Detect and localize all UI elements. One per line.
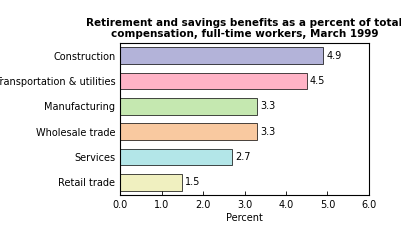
Text: 3.3: 3.3 — [260, 127, 275, 137]
Bar — [120, 124, 257, 140]
Text: 4.9: 4.9 — [326, 50, 342, 60]
Text: 1.5: 1.5 — [185, 178, 201, 188]
Bar — [120, 149, 232, 165]
Bar — [120, 98, 257, 114]
Title: Retirement and savings benefits as a percent of total
compensation, full-time wo: Retirement and savings benefits as a per… — [87, 18, 401, 39]
Bar — [120, 174, 182, 191]
Bar — [120, 73, 307, 89]
X-axis label: Percent: Percent — [226, 213, 263, 223]
Text: 2.7: 2.7 — [235, 152, 251, 162]
Text: 4.5: 4.5 — [310, 76, 325, 86]
Bar — [120, 47, 323, 64]
Text: 3.3: 3.3 — [260, 101, 275, 111]
